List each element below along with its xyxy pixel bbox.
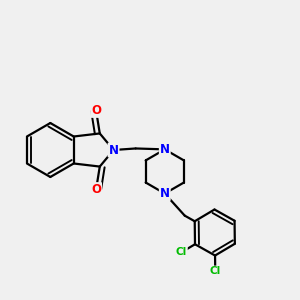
Text: N: N	[160, 187, 170, 200]
Text: Cl: Cl	[176, 248, 187, 257]
Text: N: N	[109, 143, 118, 157]
Text: N: N	[160, 143, 170, 156]
Text: O: O	[91, 183, 101, 196]
Text: O: O	[91, 104, 101, 117]
Text: Cl: Cl	[210, 266, 221, 277]
